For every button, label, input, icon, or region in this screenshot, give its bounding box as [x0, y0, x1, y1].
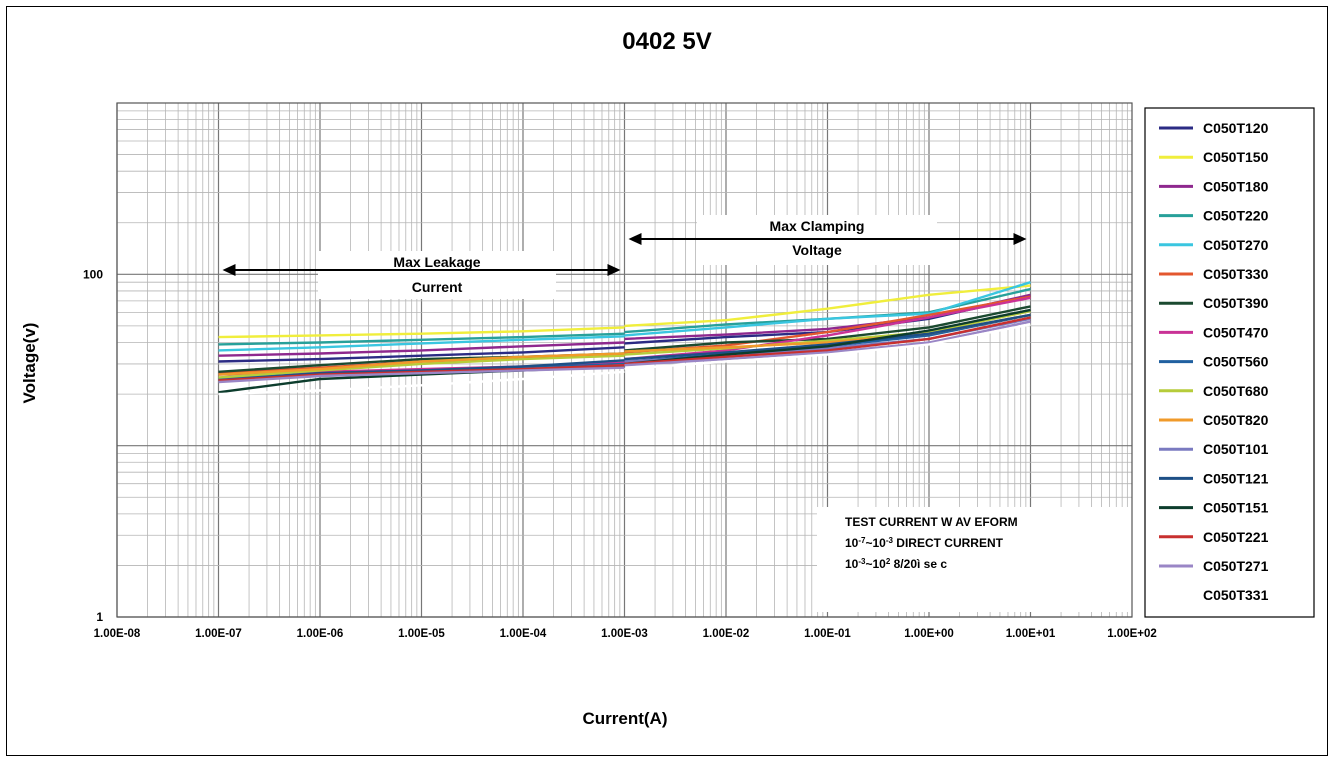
series-line-c050t271	[624, 320, 1031, 367]
legend-item-c050t220: C050T220	[1203, 208, 1269, 224]
legend: C050T120 C050T150 C050T180 C050T220 C050T270…	[1144, 107, 1315, 618]
series-line-c050t331	[624, 323, 1031, 371]
legend-item-c050t270: C050T270	[1203, 237, 1269, 253]
x-tick-label: 1.00E-07	[195, 628, 242, 640]
y-tick-label: 100	[83, 267, 103, 281]
series-line-c050t221	[624, 316, 1031, 366]
x-tick-label: 1.00E-02	[703, 628, 750, 640]
annotation-text: Max Leakage	[393, 254, 480, 270]
x-tick-label: 1.00E+00	[904, 628, 954, 640]
annotation-text: Voltage	[792, 242, 842, 258]
legend-item-c050t151: C050T151	[1203, 500, 1269, 516]
x-tick-label: 1.00E-05	[398, 628, 445, 640]
note-line: 10-7~10-3 DIRECT CURRENT	[845, 536, 1004, 551]
legend-item-c050t221: C050T221	[1203, 529, 1269, 545]
axes: 1.00E-08 1.00E-07 1.00E-06 1.00E-05 1.00E-04…	[83, 102, 1157, 640]
y-axis-label: Voltage(v)	[20, 323, 39, 404]
series-line-c050t220	[218, 332, 625, 346]
series-line-c050t470	[624, 296, 1031, 361]
x-tick-label: 1.00E-03	[601, 628, 648, 640]
arrow-head-right	[607, 264, 621, 276]
series-line-c050t680	[218, 354, 625, 379]
legend-item-c050t390: C050T390	[1203, 295, 1269, 311]
legend-item-c050t330: C050T330	[1203, 266, 1269, 282]
chart-frame: 0402 5V TEST CURRENT W AV EFORM 10-7~10-3…	[6, 6, 1328, 756]
annotation-box	[318, 251, 556, 299]
legend-item-c050t121: C050T121	[1203, 470, 1269, 486]
annotation-text: Current	[412, 279, 463, 295]
x-axis-label: Current(A)	[583, 709, 668, 728]
annotation-text: Max Clamping	[770, 218, 865, 234]
legend-item-c050t331: C050T331	[1203, 587, 1269, 603]
arrow-head-left	[222, 264, 236, 276]
series-line-c050t180	[218, 341, 625, 357]
series-line-c050t120	[218, 346, 625, 363]
legend-item-c050t680: C050T680	[1203, 383, 1269, 399]
legend-item-c050t120: C050T120	[1203, 120, 1269, 136]
arrow-head-right	[1013, 233, 1027, 245]
series-line-c050t221	[218, 364, 625, 382]
legend-item-c050t150: C050T150	[1203, 149, 1269, 165]
x-tick-label: 1.00E-04	[500, 628, 547, 640]
series-line-c050t270	[624, 281, 1031, 337]
series-line-c050t271	[218, 366, 625, 384]
x-tick-label: 1.00E-06	[297, 628, 344, 640]
note-line: TEST CURRENT W AV EFORM	[845, 515, 1018, 529]
legend-item-c050t271: C050T271	[1203, 558, 1269, 574]
test-note: TEST CURRENT W AV EFORM 10-7~10-3 DIRECT …	[817, 507, 1135, 612]
series-line-c050t150	[624, 284, 1031, 328]
legend-item-c050t470: C050T470	[1203, 324, 1269, 340]
series-line-c050t151	[624, 308, 1031, 366]
annotations: Max Leakage Current Max Clamping Voltage	[222, 215, 1027, 299]
arrow-head-left	[628, 233, 642, 245]
series-line-c050t680	[624, 309, 1031, 356]
series-line-c050t150	[218, 326, 625, 339]
legend-item-c050t820: C050T820	[1203, 412, 1269, 428]
y-tick-label: 1	[96, 610, 103, 624]
series-line-c050t270	[218, 335, 625, 352]
legend-item-c050t560: C050T560	[1203, 354, 1269, 370]
plot-border	[116, 102, 1133, 618]
chart-title: 0402 5V	[622, 28, 711, 55]
series-line-c050t390	[624, 305, 1031, 352]
series-line-c050t121	[624, 313, 1031, 361]
x-tick-label: 1.00E+01	[1006, 628, 1056, 640]
series-lines	[218, 281, 1031, 396]
series-line-c050t820	[218, 352, 625, 376]
chart-svg: 0402 5V TEST CURRENT W AV EFORM 10-7~10-3…	[20, 28, 1315, 728]
x-tick-label: 1.00E-08	[94, 628, 141, 640]
legend-item-c050t180: C050T180	[1203, 178, 1269, 194]
note-line: 10-3~102 8/20ì se c	[845, 557, 947, 572]
legend-item-c050t101: C050T101	[1203, 441, 1269, 457]
x-tick-label: 1.00E-01	[804, 628, 851, 640]
series-line-c050t331	[218, 370, 625, 396]
note-box	[817, 507, 1135, 612]
x-tick-label: 1.00E+02	[1107, 628, 1157, 640]
